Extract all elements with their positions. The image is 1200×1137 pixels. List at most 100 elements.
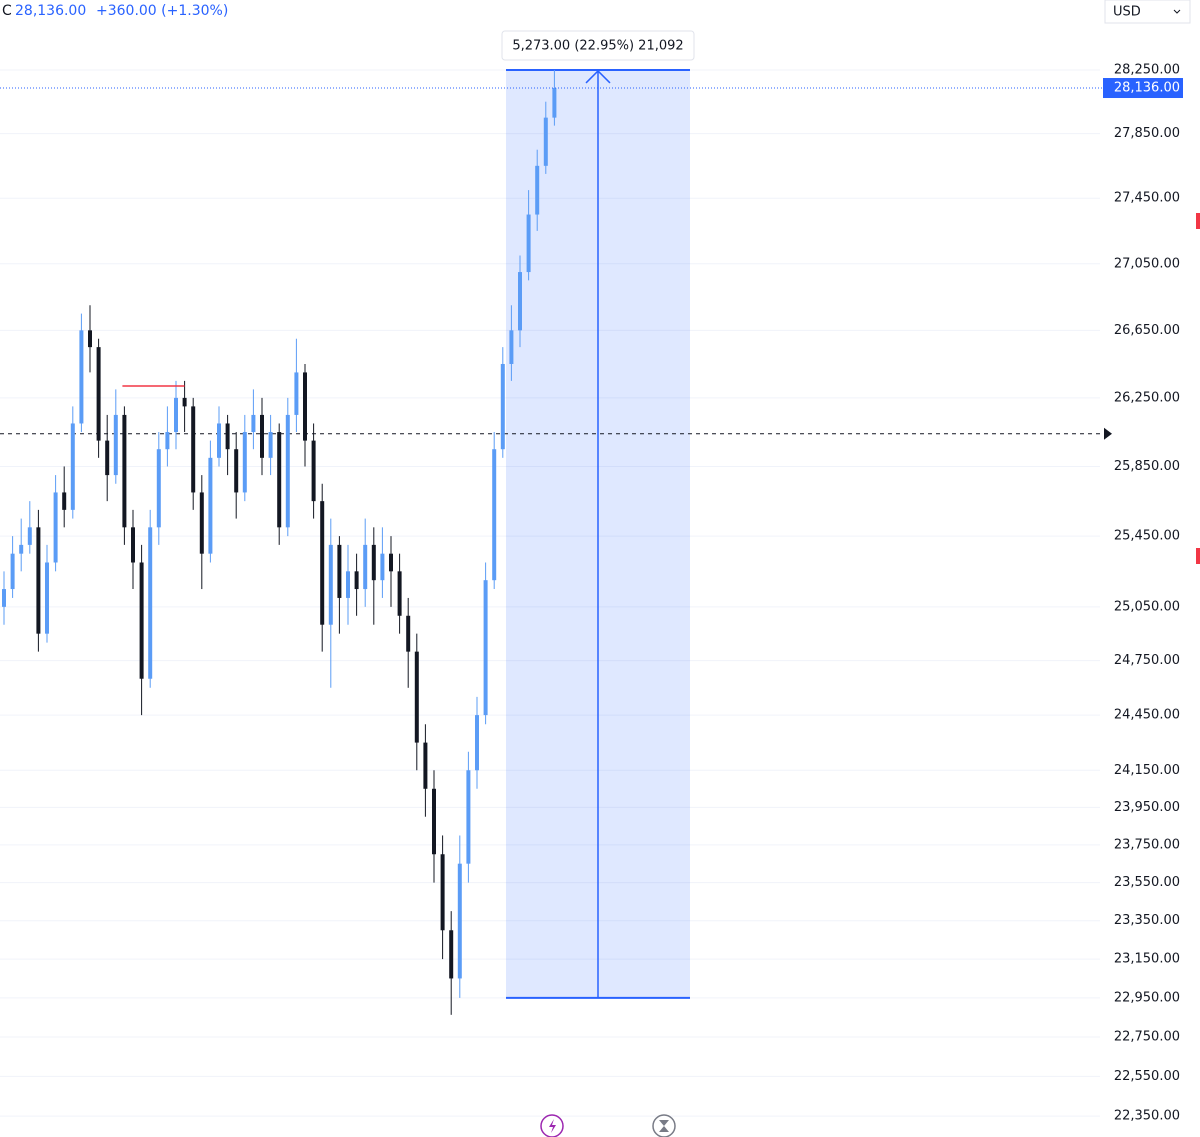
candle-body bbox=[320, 501, 325, 625]
candle-body bbox=[457, 863, 462, 979]
candle-body bbox=[62, 492, 67, 510]
candle-body bbox=[440, 854, 445, 931]
measure-label-box bbox=[501, 30, 695, 61]
y-tick-label: 26,250.00 bbox=[1114, 390, 1180, 405]
header-last: 28,136.00 bbox=[15, 3, 86, 19]
candle-body bbox=[492, 449, 497, 581]
chevron bbox=[1173, 9, 1181, 14]
candle-body bbox=[423, 742, 428, 789]
y-tick-label: 22,750.00 bbox=[1114, 1029, 1180, 1044]
lightning-icon bbox=[549, 1119, 556, 1133]
candle-body bbox=[509, 330, 514, 364]
candle-body bbox=[389, 553, 393, 572]
candle-body bbox=[242, 432, 247, 493]
candle-body bbox=[19, 544, 24, 554]
header-symbol: C bbox=[2, 3, 12, 19]
y-tick-label: 28,250.00 bbox=[1114, 62, 1180, 77]
ray-arrow bbox=[1104, 427, 1112, 440]
y-tick-label: 23,750.00 bbox=[1114, 837, 1180, 852]
candle-body bbox=[182, 397, 187, 407]
y-tick-label: 23,150.00 bbox=[1114, 952, 1180, 967]
candle-body bbox=[354, 571, 359, 590]
candle-body bbox=[449, 930, 454, 979]
measure-arrowhead bbox=[585, 69, 611, 84]
candle-body bbox=[70, 423, 75, 510]
y-tick-label: 23,550.00 bbox=[1114, 875, 1180, 890]
candle-body bbox=[518, 272, 522, 331]
candle-body bbox=[380, 553, 385, 581]
candle-body bbox=[234, 449, 239, 493]
y-tick-label: 27,050.00 bbox=[1114, 256, 1180, 271]
y-tick-label: 24,150.00 bbox=[1114, 763, 1180, 778]
candle-body bbox=[217, 423, 221, 458]
candle-body bbox=[105, 440, 110, 476]
candle-body bbox=[27, 527, 32, 545]
candle-body bbox=[156, 449, 161, 528]
y-tick-label: 27,450.00 bbox=[1114, 191, 1180, 206]
measure-label: 5,273.00 (22.95%) 21,092 bbox=[512, 39, 683, 54]
candle-body bbox=[122, 414, 127, 528]
candle-body bbox=[363, 544, 368, 590]
candle-body bbox=[328, 544, 333, 625]
currency-label[interactable]: USD bbox=[1113, 5, 1141, 20]
candle-body bbox=[432, 788, 436, 855]
candle-body bbox=[96, 347, 101, 441]
candle-body bbox=[131, 527, 135, 563]
candle-body bbox=[208, 457, 213, 554]
candle-body bbox=[526, 214, 531, 273]
candle-body bbox=[277, 432, 282, 528]
candle-body bbox=[268, 432, 273, 458]
candle-body bbox=[113, 414, 118, 476]
y-tick-label: 25,850.00 bbox=[1114, 459, 1180, 474]
candle-body bbox=[79, 330, 84, 424]
y-tick-label: 22,950.00 bbox=[1114, 990, 1180, 1005]
candle-body bbox=[165, 432, 170, 450]
y-tick-label: 22,550.00 bbox=[1114, 1069, 1180, 1084]
edge-marker bbox=[1196, 213, 1200, 229]
last-price-tag bbox=[1103, 78, 1183, 99]
y-tick-label: 23,950.00 bbox=[1114, 800, 1180, 815]
edge-marker bbox=[1196, 548, 1200, 564]
candle-body bbox=[475, 715, 479, 771]
candle-body bbox=[199, 492, 204, 554]
candle-body bbox=[371, 544, 376, 581]
candle-body bbox=[466, 770, 471, 864]
candle-body bbox=[10, 553, 15, 590]
currency-select[interactable] bbox=[1104, 0, 1191, 24]
candle-body bbox=[148, 527, 153, 679]
candle-body bbox=[36, 527, 41, 634]
candle-body bbox=[88, 330, 92, 348]
candle-body bbox=[552, 88, 557, 118]
candle-body bbox=[139, 562, 144, 679]
candle-body bbox=[285, 414, 290, 528]
y-tick-label: 23,350.00 bbox=[1114, 913, 1180, 928]
y-tick-label: 25,450.00 bbox=[1114, 529, 1180, 544]
candle-body bbox=[191, 406, 196, 493]
candle-body bbox=[225, 423, 230, 450]
header-change: +360.00 (+1.30%) bbox=[96, 3, 228, 19]
candle-body bbox=[406, 615, 411, 652]
candle-body bbox=[483, 580, 488, 716]
y-tick-label: 22,350.00 bbox=[1114, 1109, 1180, 1124]
candle-body bbox=[53, 492, 58, 563]
y-tick-label: 25,050.00 bbox=[1114, 599, 1180, 614]
y-tick-label: 26,650.00 bbox=[1114, 323, 1180, 338]
candle-body bbox=[397, 571, 402, 616]
candle-body bbox=[251, 414, 256, 433]
candle-body bbox=[535, 165, 540, 215]
candle-body bbox=[260, 414, 264, 458]
y-tick-label: 24,750.00 bbox=[1114, 653, 1180, 668]
candle-body bbox=[174, 397, 178, 433]
candle-body bbox=[337, 544, 342, 598]
y-tick-label: 24,450.00 bbox=[1114, 708, 1180, 723]
candle-body bbox=[414, 651, 419, 743]
candle-body bbox=[45, 562, 49, 634]
candle-body bbox=[346, 571, 350, 598]
candle-body bbox=[303, 372, 307, 441]
candle-body bbox=[2, 589, 6, 607]
candle-body bbox=[543, 117, 548, 166]
hourglass-button[interactable] bbox=[652, 1114, 676, 1137]
bottom-icons[interactable] bbox=[540, 1114, 676, 1137]
